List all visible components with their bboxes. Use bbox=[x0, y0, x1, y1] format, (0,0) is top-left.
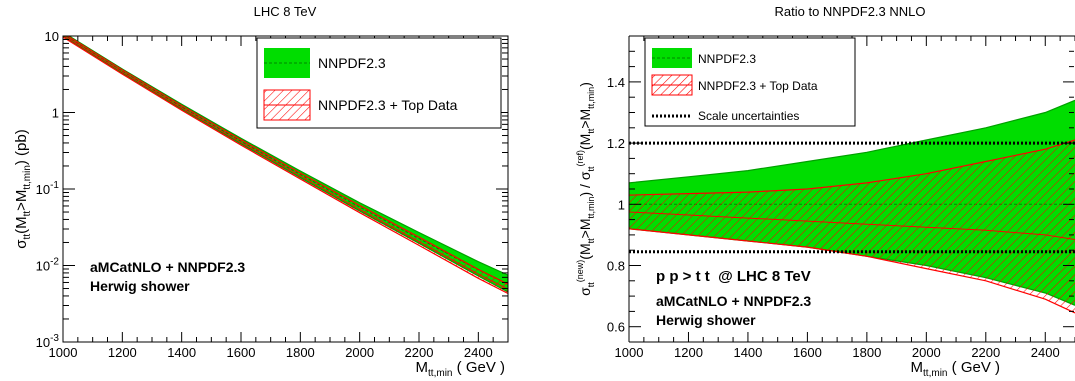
left-band-0-upper-edge bbox=[67, 36, 508, 276]
left-chart-title: LHC 8 TeV bbox=[254, 4, 317, 19]
right-x-tick-label: 2400 bbox=[1031, 345, 1060, 360]
right-x-tick-label: 2200 bbox=[971, 345, 1000, 360]
left-axes: 1000 1200 1400 1600 1800 2000 2200 2400 10-3 10-2… bbox=[36, 29, 509, 360]
right-chart-title: Ratio to NNPDF2.3 NNLO bbox=[775, 4, 926, 19]
right-plot-area bbox=[629, 99, 1075, 314]
right-annotation-process: p p > t t @ LHC 8 TeV bbox=[656, 268, 811, 285]
left-x-tick-label: 2400 bbox=[464, 345, 493, 360]
left-band-1-lower-edge bbox=[63, 36, 508, 295]
left-annotation-generator: aMCatNLO + NNPDF2.3 bbox=[90, 259, 245, 275]
left-chart: LHC 8 TeV 1000 1200 1400 1600 1800 2000 2200 24… bbox=[13, 4, 509, 379]
right-x-axis-label: Mtt,min ( GeV ) bbox=[911, 359, 1000, 379]
left-x-tick-label: 1200 bbox=[108, 345, 137, 360]
right-x-tick-label: 1800 bbox=[852, 345, 881, 360]
left-x-tick-label: 1400 bbox=[167, 345, 196, 360]
right-band-1-central-line bbox=[629, 211, 1075, 240]
right-y-tick-label: 0.6 bbox=[607, 320, 625, 335]
right-y-axis-label: σtt(new)(Mtt>Mtt,min) / σtt(ref)(Mtt>Mtt… bbox=[575, 82, 596, 296]
right-legend: NNPDF2.3 NNPDF2.3 + Top Data Scale uncer… bbox=[644, 37, 856, 127]
left-y-tick-label: 10-3 bbox=[36, 333, 60, 350]
right-band-1 bbox=[629, 140, 1075, 313]
right-annotation-shower: Herwig shower bbox=[656, 312, 756, 328]
left-y-tick-label: 10 bbox=[45, 29, 59, 44]
right-legend-label-scale: Scale uncertainties bbox=[698, 109, 799, 123]
left-x-tick-label: 2000 bbox=[345, 345, 374, 360]
right-legend-label-topdata: NNPDF2.3 + Top Data bbox=[698, 79, 818, 93]
right-x-tick-label: 1400 bbox=[733, 345, 762, 360]
left-y-tick-label: 1 bbox=[52, 106, 59, 121]
left-x-tick-label: 1600 bbox=[227, 345, 256, 360]
right-chart: Ratio to NNPDF2.3 NNLO 1000 1200 1400 1600 1… bbox=[575, 4, 1075, 379]
right-y-tick-label: 0.8 bbox=[607, 259, 625, 274]
right-band-1-lower-edge bbox=[629, 228, 1075, 314]
right-band-1-upper-edge bbox=[629, 139, 1075, 196]
right-x-tick-label: 1000 bbox=[615, 345, 644, 360]
right-annotation-generator: aMCatNLO + NNPDF2.3 bbox=[656, 293, 811, 309]
right-y-tick-label: 1.2 bbox=[607, 136, 625, 151]
left-legend-label-topdata: NNPDF2.3 + Top Data bbox=[318, 97, 458, 113]
left-x-tick-label: 2200 bbox=[405, 345, 434, 360]
left-x-axis-label: Mtt,min ( GeV ) bbox=[416, 359, 505, 379]
left-legend-label-nnpdf: NNPDF2.3 bbox=[318, 55, 386, 71]
left-plot-area bbox=[63, 36, 508, 295]
left-y-tick-label: 10-1 bbox=[36, 180, 60, 197]
right-x-tick-label: 1600 bbox=[793, 345, 822, 360]
left-legend: NNPDF2.3 NNPDF2.3 + Top Data bbox=[256, 37, 502, 129]
left-annotation-shower: Herwig shower bbox=[90, 278, 190, 294]
left-y-tick-label: 10-2 bbox=[36, 257, 60, 274]
left-y-axis-label: σtt(Mtt>Mtt,min) (pb) bbox=[13, 129, 33, 248]
right-x-tick-label: 2000 bbox=[912, 345, 941, 360]
right-y-tick-label: 1.4 bbox=[607, 75, 625, 90]
left-band-1-central-line bbox=[63, 36, 508, 290]
left-x-tick-label: 1800 bbox=[286, 345, 315, 360]
right-x-tick-label: 1200 bbox=[674, 345, 703, 360]
right-axes: 1000 1200 1400 1600 1800 2000 2200 2400 0.6 0.8 1 1… bbox=[607, 35, 1075, 360]
right-y-tick-label: 1 bbox=[618, 197, 625, 212]
left-x-tick-label: 1000 bbox=[49, 345, 78, 360]
right-legend-label-nnpdf: NNPDF2.3 bbox=[698, 52, 756, 66]
right-band-0-upper-edge bbox=[629, 99, 1075, 184]
left-band-1-upper-edge bbox=[66, 36, 508, 285]
